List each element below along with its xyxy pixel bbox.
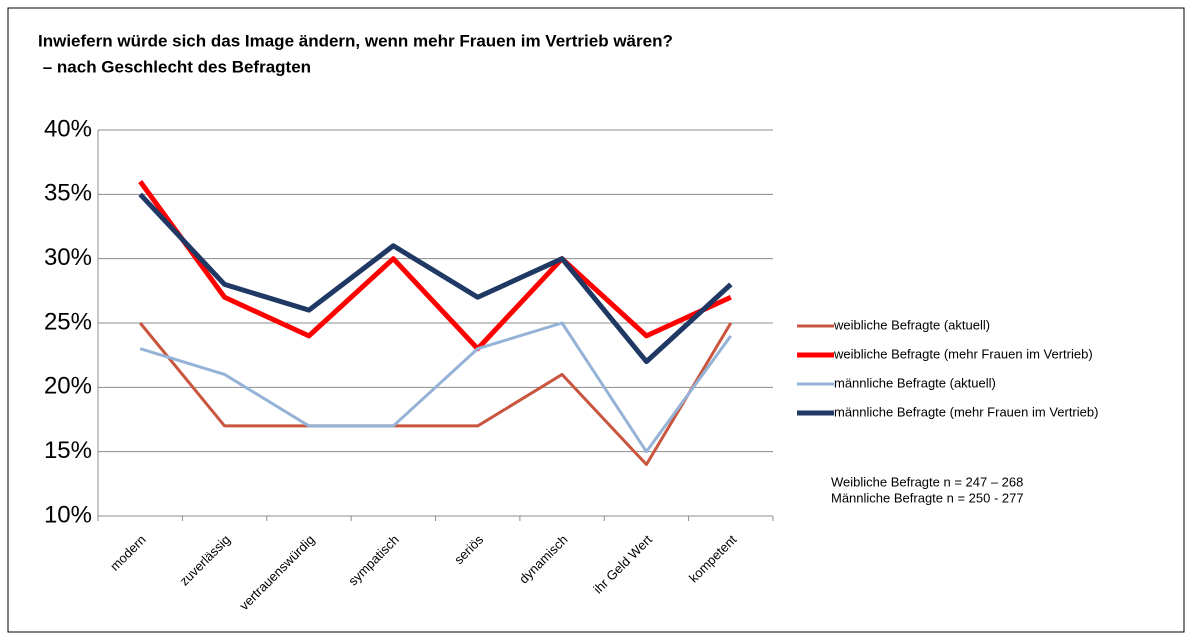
chart-frame bbox=[7, 7, 1185, 633]
series-line bbox=[139, 321, 733, 454]
y-tick-label: 35% bbox=[44, 180, 92, 207]
legend-label: weibliche Befragte (aktuell) bbox=[833, 317, 990, 332]
y-tick-label: 20% bbox=[44, 373, 92, 400]
series-line bbox=[139, 322, 733, 467]
annotation: Weibliche Befragte n = 247 – 268 bbox=[831, 474, 1023, 489]
y-tick-label: 15% bbox=[44, 437, 92, 464]
y-tick-label: 30% bbox=[44, 244, 92, 271]
annotation: Männliche Befragte n = 250 - 277 bbox=[831, 490, 1024, 505]
legend-label: männliche Befragte (aktuell) bbox=[834, 375, 996, 390]
y-tick-label: 40% bbox=[44, 115, 92, 142]
legend-label: weibliche Befragte (mehr Frauen im Vertr… bbox=[833, 346, 1093, 361]
legend-label: männliche Befragte (mehr Frauen im Vertr… bbox=[834, 404, 1098, 419]
y-tick-label: 25% bbox=[44, 308, 92, 335]
chart-title: Inwiefern würde sich das Image ändern, w… bbox=[38, 31, 673, 50]
chart-subtitle: – nach Geschlecht des Befragten bbox=[38, 57, 311, 76]
series-line bbox=[138, 192, 733, 365]
series-line bbox=[138, 179, 732, 352]
y-tick-label: 10% bbox=[44, 501, 92, 528]
